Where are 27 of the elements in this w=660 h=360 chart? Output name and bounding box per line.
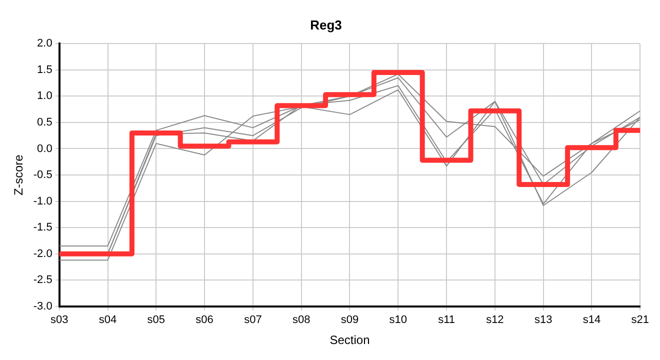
y-tick-label: 2.0	[37, 38, 52, 50]
x-tick-label: s21	[631, 314, 650, 326]
y-tick-label: -2.5	[33, 274, 52, 286]
x-tick-label: s09	[340, 314, 359, 326]
y-tick-label: -2.0	[33, 248, 52, 260]
y-axis-title: Z-score	[12, 154, 26, 196]
chart-title: Reg3	[310, 17, 342, 32]
x-tick-label: s08	[292, 314, 310, 326]
x-tick-label: s06	[196, 314, 214, 326]
y-tick-label: 1.5	[37, 64, 52, 76]
x-tick-label: s03	[50, 314, 68, 326]
y-tick-label: -1.0	[33, 195, 52, 208]
x-tick-label: s04	[98, 314, 117, 326]
x-tick-label: s11	[438, 314, 455, 326]
x-tick-label: s13	[534, 314, 552, 326]
y-tick-label: 0.5	[37, 116, 52, 128]
x-tick-label: s12	[486, 314, 504, 326]
x-axis-title: Section	[330, 333, 370, 348]
x-tick-label: s07	[244, 314, 262, 326]
y-tick-label: -3.0	[33, 300, 52, 312]
y-tick-label: -0.5	[33, 169, 52, 182]
y-tick-label: -1.5	[33, 222, 52, 234]
x-tick-label: s10	[389, 314, 408, 326]
y-tick-label: 1.0	[37, 90, 52, 102]
y-tick-label: 0.0	[37, 142, 52, 155]
x-tick-label: s05	[147, 314, 166, 326]
x-tick-label: s14	[582, 314, 601, 326]
